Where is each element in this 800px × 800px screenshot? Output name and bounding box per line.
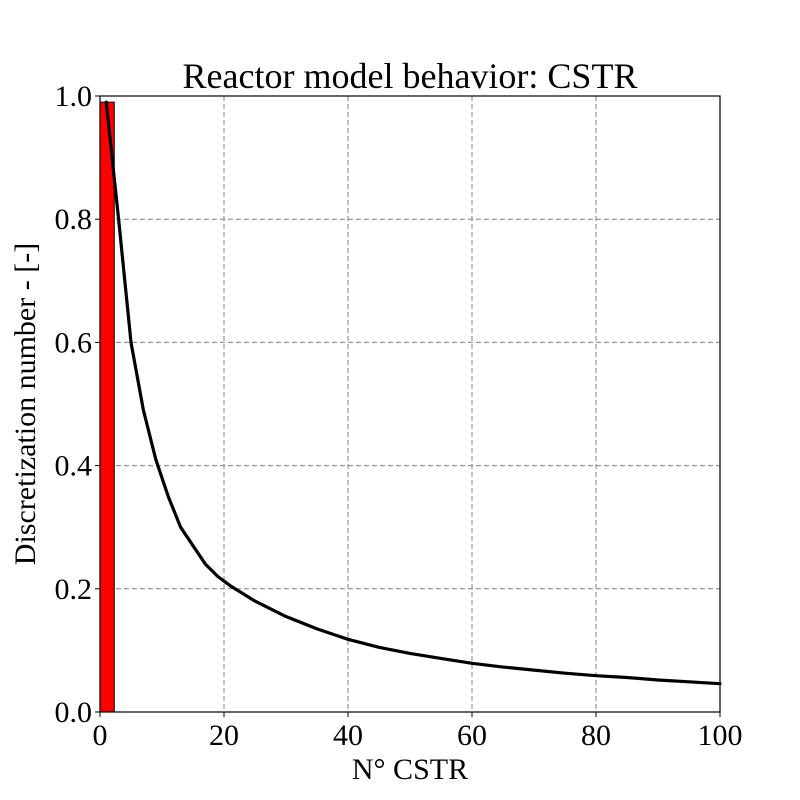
x-tick-label: 0 (93, 719, 108, 752)
x-axis-label: N° CSTR (352, 753, 468, 786)
plot-frame (99, 95, 721, 713)
x-tick-label: 80 (581, 719, 611, 752)
y-tick-label: 0.2 (55, 573, 93, 606)
x-tick-label: 40 (333, 719, 363, 752)
y-tick-label: 0.6 (55, 326, 93, 359)
grid (100, 96, 720, 712)
y-tick-label: 1.0 (55, 80, 93, 113)
bar-layer (99, 101, 115, 713)
ticks: 0 20 40 60 80 100 0.0 0.2 0.4 0.6 0.8 1.0 (55, 80, 743, 752)
bar (99, 101, 115, 713)
x-tick-label: 20 (209, 719, 239, 752)
x-tick-label: 100 (698, 719, 743, 752)
y-tick-label: 0.8 (55, 203, 93, 236)
x-tick-label: 60 (457, 719, 487, 752)
series-line (104, 100, 722, 686)
y-axis-label: Discretization number - [-] (9, 243, 42, 565)
chart-title: Reactor model behavior: CSTR (183, 56, 638, 96)
y-tick-label: 0.4 (55, 450, 93, 483)
line-layer (104, 100, 722, 686)
y-tick-label: 0.0 (55, 696, 93, 729)
